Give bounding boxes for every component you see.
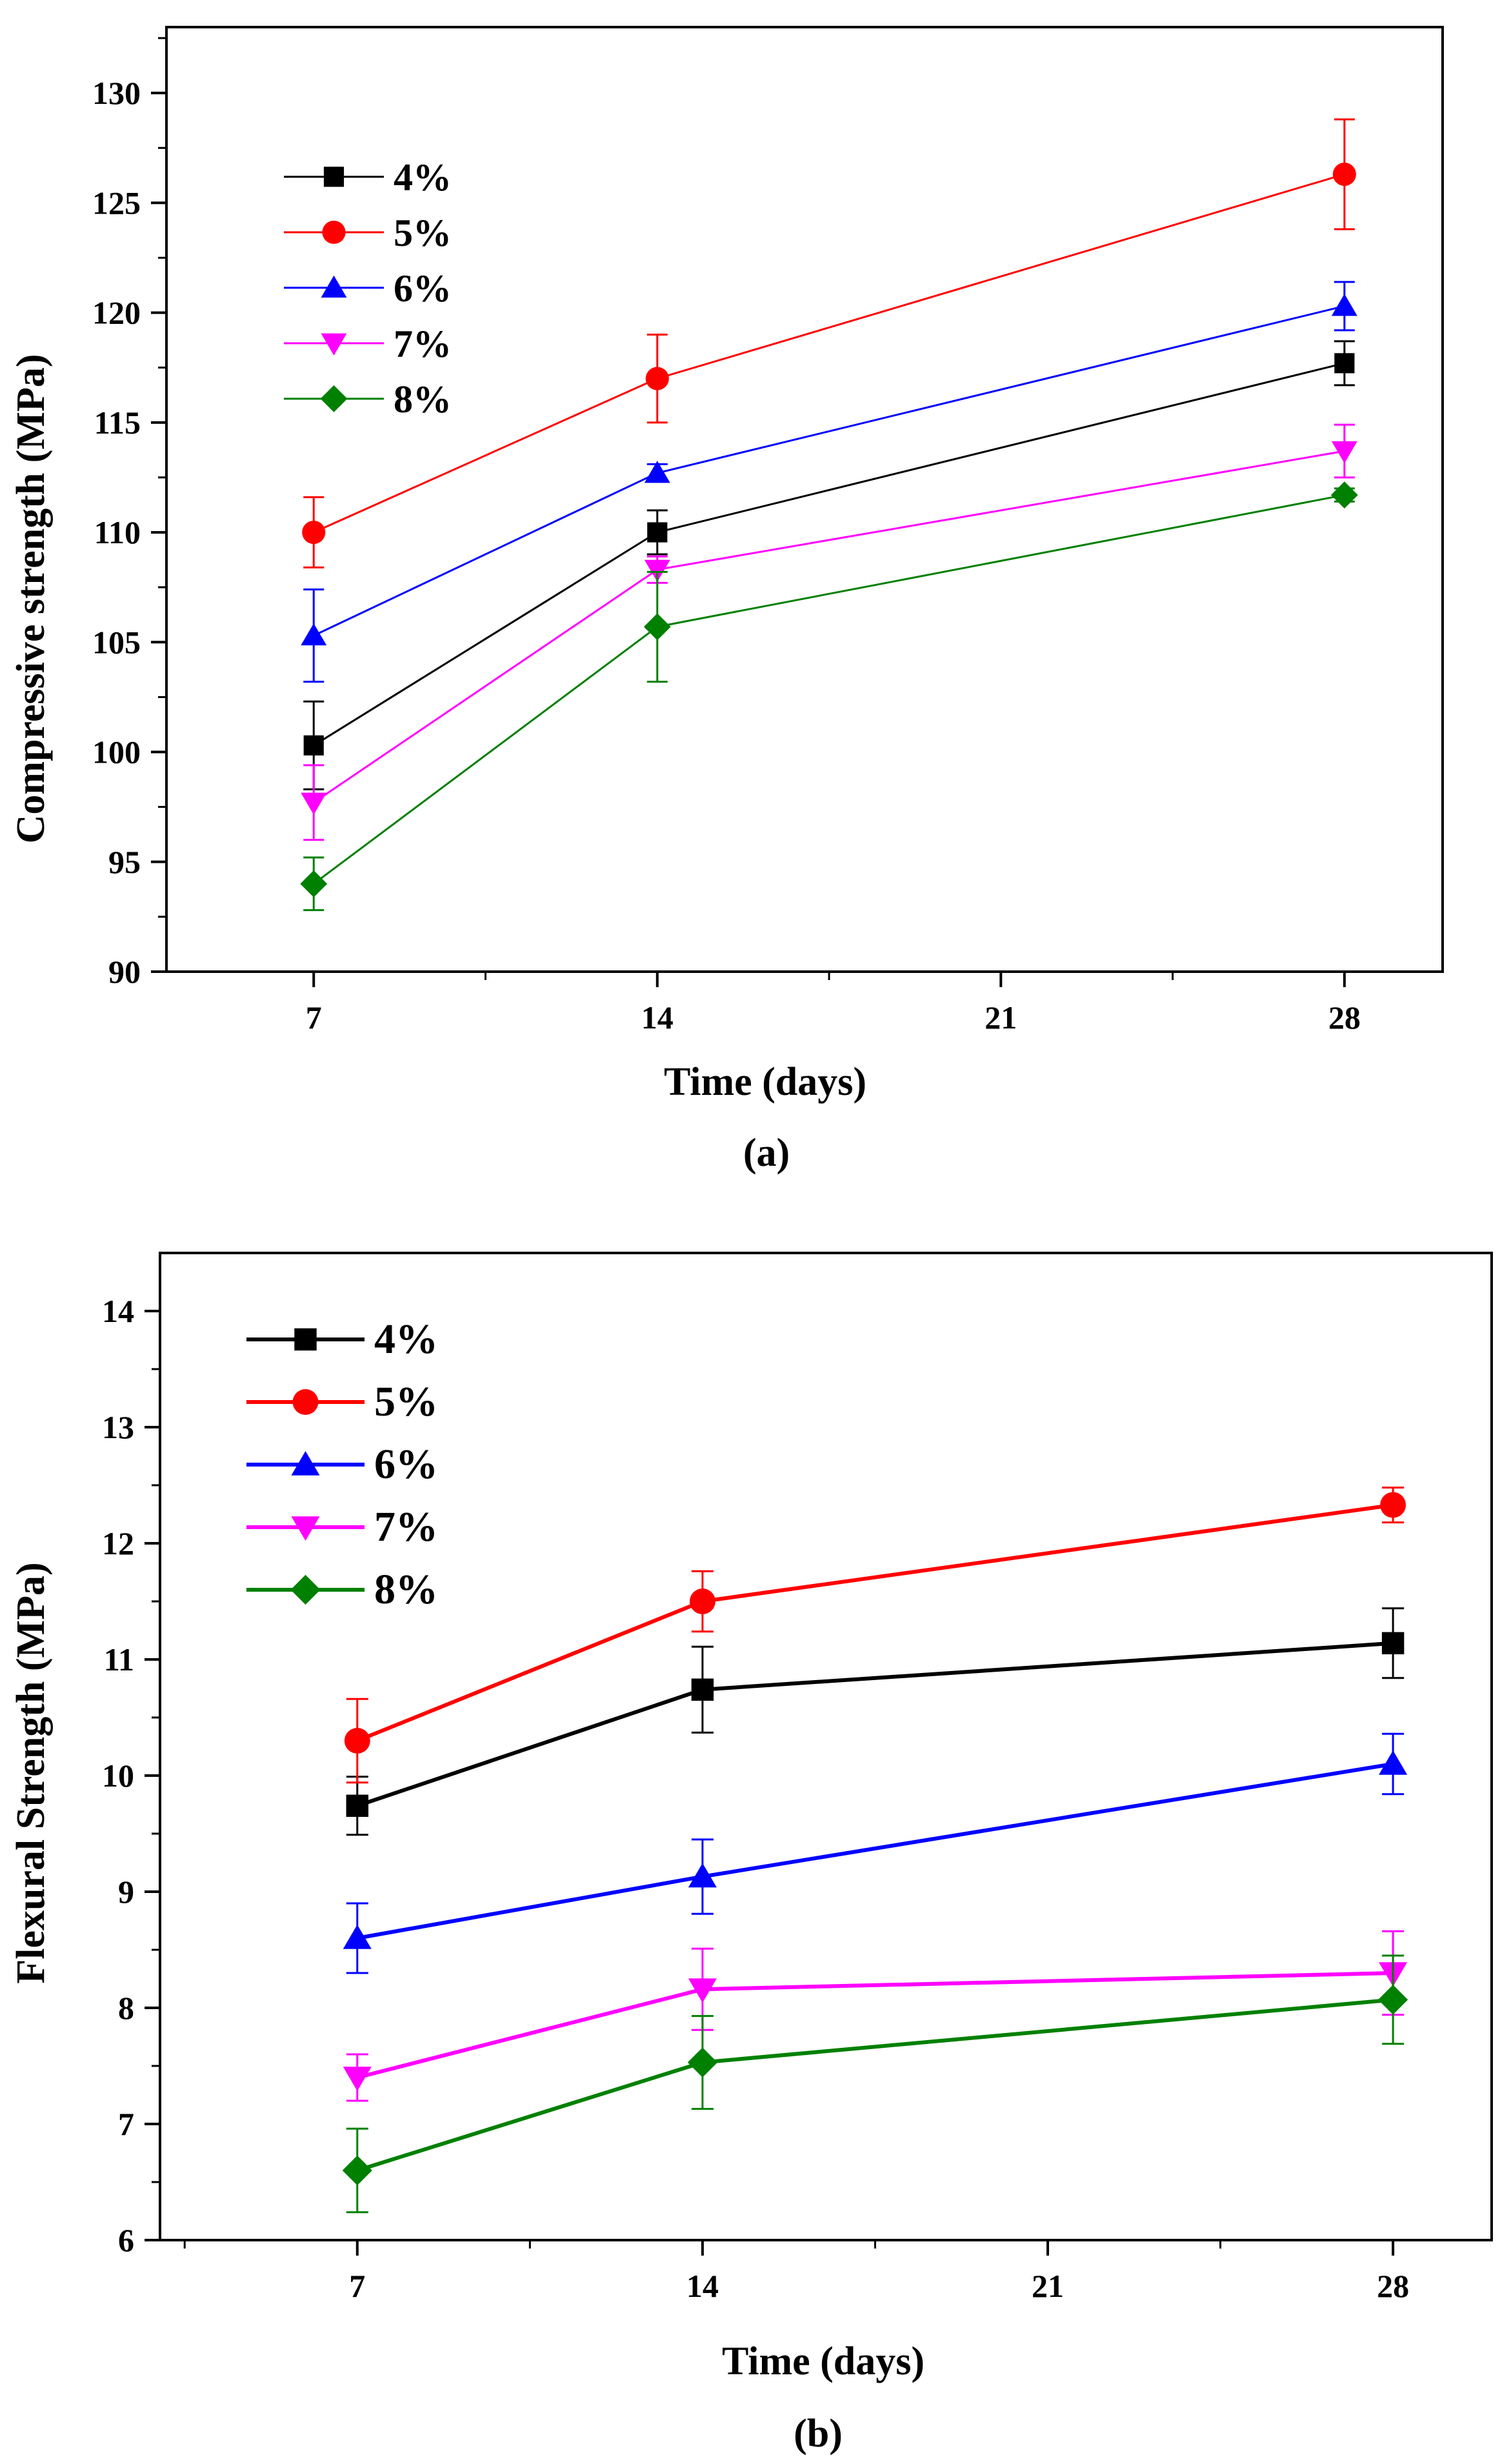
panel-b-flexural-strength: 6 7 8 9 10 11 12 13 14 7 14 21 28 4% 5% 6% 7% 8% Time (da… <box>9 1252 1493 2456</box>
panel-b-x-axis-title: Time (days) <box>722 2339 925 2383</box>
panel-a-series-1-point <box>645 366 669 390</box>
panel-b-series-3-point <box>343 2067 372 2091</box>
panel-b-y-tick-label: 7 <box>118 2106 134 2142</box>
panel-b-y-tick-label: 12 <box>102 1525 134 1561</box>
panel-b-legend-entry-0-swatch-marker <box>294 1328 317 1351</box>
panel-b-legend-entry-2-label: 6% <box>374 1441 438 1488</box>
panel-a-y-tick-label: 110 <box>94 514 141 550</box>
panel-a-series-0-point <box>1334 353 1355 374</box>
panel-a-legend-entry-0-label: 4% <box>394 156 452 199</box>
panel-b-series-0-point <box>691 1678 714 1701</box>
panel-b-legend-entry-4-swatch-marker <box>290 1574 321 1605</box>
panel-a-series-2-point <box>301 623 327 646</box>
panel-b-y-tick-label: 8 <box>118 1990 134 2026</box>
panel-b-axes-frame <box>159 1252 1493 2241</box>
panel-a-y-tick-label: 90 <box>108 954 141 990</box>
panel-a-x-tick-label: 21 <box>985 999 1017 1036</box>
panel-b-x-tick-label: 14 <box>686 2268 719 2304</box>
panel-a-legend-entry-0-swatch-marker <box>323 166 345 187</box>
panel-a-y-tick-label: 120 <box>92 295 141 331</box>
panel-a-series-4-point <box>300 870 328 897</box>
panel-b-series-1-point <box>1380 1492 1406 1518</box>
panel-a-legend-entry-3-label: 7% <box>394 323 452 365</box>
panel-a-legend-entry-4-swatch-marker <box>320 385 348 412</box>
panel-a-legend-entry-4-label: 8% <box>394 378 452 421</box>
panel-a-compressive-strength: 90 95 100 105 110 115 120 125 130 7 14 21 28 4% 5% 6% 7%… <box>9 26 1444 1175</box>
panel-b-series-1-point <box>689 1588 715 1614</box>
panel-b-series-4-point <box>1378 1985 1408 2015</box>
panel-b-y-axis-title: Flexural Strength (MPa) <box>9 1562 53 1983</box>
panel-b-x-tick-label: 7 <box>349 2268 365 2304</box>
panel-b-legend-entry-3-swatch-marker <box>291 1516 320 1541</box>
panel-a-series-2-point <box>644 461 670 483</box>
panel-a-series-3-point <box>644 559 670 582</box>
panel-b-series-2-point <box>343 1925 372 1949</box>
panel-b-y-tick-label: 14 <box>102 1293 134 1329</box>
panel-a-series-3-point <box>1331 441 1357 464</box>
panel-b-series-2-point <box>1379 1750 1408 1775</box>
panel-a-legend-entry-3-swatch-marker <box>321 333 347 356</box>
panel-a-series-3-point <box>301 792 327 815</box>
panel-b-y-tick-label: 13 <box>102 1409 134 1445</box>
panel-a-series-4-point <box>1330 481 1358 509</box>
panel-a-x-tick-label: 7 <box>306 999 322 1036</box>
panel-a-legend-entry-1-swatch-marker <box>322 220 346 245</box>
panel-a-legend-entry-2-swatch-marker <box>321 275 347 298</box>
panel-b-series-4-point <box>687 2047 717 2078</box>
panel-a-y-tick-label: 125 <box>92 185 141 221</box>
panel-b-series-4-point <box>342 2155 372 2186</box>
panel-a-x-axis-title: Time (days) <box>664 1060 866 1104</box>
panel-a-legend-entry-1-label: 5% <box>394 212 452 254</box>
panel-a-y-tick-label: 95 <box>108 844 141 880</box>
panel-b-legend-entry-3-label: 7% <box>374 1503 438 1550</box>
panel-b-series-0-point <box>346 1794 368 1818</box>
panel-a-y-tick-label: 100 <box>92 734 141 770</box>
panel-a-caption: (a) <box>743 1131 790 1175</box>
panel-a-series-0-point <box>647 522 668 543</box>
panel-b-series-1-point <box>344 1728 370 1754</box>
panel-b-y-tick-label: 10 <box>102 1758 134 1794</box>
panel-a-legend-entry-2-label: 6% <box>394 267 452 310</box>
panel-b-legend-entry-4-label: 8% <box>374 1566 438 1613</box>
panel-b-y-tick-label: 6 <box>118 2222 134 2258</box>
panel-b-y-tick-label: 11 <box>104 1641 134 1678</box>
panel-a-series-0-point <box>303 735 324 756</box>
panel-a-series-1-point <box>1332 163 1356 186</box>
panel-a-x-tick-label: 14 <box>641 999 674 1036</box>
panel-a-y-axis-title: Compressive strength (MPa) <box>9 354 53 844</box>
panel-b-caption: (b) <box>794 2412 843 2456</box>
panel-a-y-tick-label: 115 <box>94 405 141 441</box>
panel-b-legend-entry-1-label: 5% <box>374 1378 438 1425</box>
panel-b-plot-area: 6 7 8 9 10 11 12 13 14 7 14 21 28 4% 5% 6% 7% 8% <box>102 1252 1493 2304</box>
panel-a-series-1-point <box>302 521 326 545</box>
panel-a-y-tick-label: 105 <box>92 624 141 660</box>
panel-a-plot-area: 90 95 100 105 110 115 120 125 130 7 14 21 28 4% 5% 6% 7%… <box>92 26 1444 1036</box>
panel-b-series-3-point <box>688 1978 717 2003</box>
panel-b-y-tick-label: 9 <box>118 1874 134 1910</box>
panel-a-series-2-point <box>1331 294 1357 316</box>
panel-b-series-2-point <box>688 1863 717 1888</box>
panel-a-y-tick-label: 130 <box>92 75 141 111</box>
panel-b-legend-entry-0-label: 4% <box>374 1316 438 1363</box>
panel-b-x-tick-label: 21 <box>1032 2268 1064 2304</box>
panel-b-series-0-point <box>1381 1632 1405 1655</box>
panel-a-axes-frame <box>165 26 1444 973</box>
panel-b-legend-entry-2-swatch-marker <box>291 1451 320 1476</box>
panel-a-x-tick-label: 28 <box>1328 999 1361 1036</box>
panel-b-x-tick-label: 28 <box>1377 2268 1409 2304</box>
panel-b-legend-entry-1-swatch-marker <box>292 1389 319 1415</box>
panel-a-series-4-point <box>643 613 671 641</box>
